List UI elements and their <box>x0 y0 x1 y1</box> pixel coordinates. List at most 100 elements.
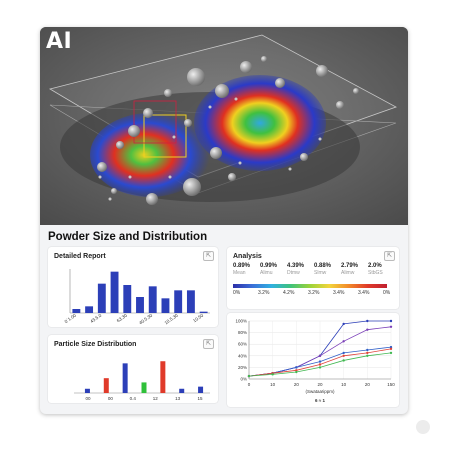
particle-size-title: Particle Size Distribution <box>54 341 137 348</box>
x-axis-label: (Swataa!ippm) <box>305 389 335 394</box>
x-tick-label: 10 <box>341 382 347 387</box>
data-point <box>342 359 345 362</box>
stat-value: 4.39% <box>287 263 305 269</box>
bar <box>199 311 208 313</box>
y-tick-label: 0% <box>240 377 247 382</box>
y-tick-label: 80% <box>238 330 247 335</box>
expand-icon[interactable]: ⇱ <box>203 339 214 349</box>
stat-item: 2.79% Alimw <box>341 263 373 276</box>
data-point <box>366 354 369 357</box>
chart-footer: 6 ≈ 1 <box>315 398 325 403</box>
bar <box>110 271 119 313</box>
stat-label: Alimw <box>341 270 355 276</box>
stat-item: 0.99% Alimu <box>260 263 292 276</box>
x-tick-label: 20 <box>317 382 323 387</box>
stat-label: Dtmw <box>287 270 300 276</box>
scale-label: 3.2% <box>258 290 270 296</box>
x-tick-label: 20 <box>365 382 371 387</box>
x-tick-label: 0`1.00 <box>64 312 78 324</box>
data-point <box>247 374 251 378</box>
data-point <box>342 354 345 357</box>
bar <box>122 363 128 393</box>
color-scale-bar <box>233 284 387 288</box>
data-point <box>389 319 393 323</box>
stat-item: 0.89% Mean <box>233 263 265 276</box>
data-point <box>318 354 322 357</box>
data-point <box>342 351 345 355</box>
dashboard-card: AI Powder Size and Distribution Detailed… <box>40 27 408 414</box>
scale-label: 0% <box>233 290 241 296</box>
bar <box>123 285 132 313</box>
y-tick-label: 100% <box>235 319 247 324</box>
y-tick-label: 20% <box>238 365 247 370</box>
scale-label: 3.2% <box>308 290 320 296</box>
hero-image: AI <box>40 27 408 225</box>
stat-value: 0.89% <box>233 263 251 269</box>
stat-label: Alimu <box>260 270 273 276</box>
data-point <box>366 351 369 355</box>
analysis-panel: Analysis ⇱ 0.89% Mean 0.99% Alimu 4.39% Dtmw 0… <box>227 247 399 309</box>
scale-label: 4.2% <box>283 290 295 296</box>
bar <box>72 309 81 313</box>
data-point <box>342 340 345 343</box>
scale-label: 3.4% <box>333 290 345 296</box>
powder-visualization <box>40 27 408 225</box>
x-tick-label: 10.50 <box>192 312 204 323</box>
bar <box>174 290 183 313</box>
y-tick-label: 40% <box>238 353 247 358</box>
data-point <box>389 351 393 355</box>
logo-text: AI <box>46 29 73 54</box>
stat-value: 0.99% <box>260 263 278 269</box>
data-point <box>295 369 298 372</box>
x-tick-label: 0 <box>248 382 251 387</box>
x-tick-label: 00 <box>108 396 114 401</box>
x-tick-label: 12 <box>153 396 159 401</box>
scale-label: 0% <box>383 290 391 296</box>
bar <box>186 290 195 313</box>
bar <box>103 378 109 393</box>
expand-icon[interactable]: ⇱ <box>203 251 214 261</box>
bar <box>148 286 157 313</box>
stat-value: 2.79% <box>341 263 359 269</box>
data-point <box>295 366 298 369</box>
cumulative-panel: 100% 80% 60% 40% 20% 0% 0 10 20 20 10 20 150 (Swataa!… <box>227 313 399 407</box>
data-point <box>342 322 345 326</box>
detailed-report-title: Detailed Report <box>54 253 106 260</box>
data-point <box>271 373 274 376</box>
bar <box>97 283 106 313</box>
bar <box>84 388 90 393</box>
detailed-report-chart: 0`1.00 43.5.0 63.30 40.5.30 10.5.30 10.50 <box>64 269 210 325</box>
scale-label: 3.4% <box>358 290 370 296</box>
data-point <box>366 328 369 331</box>
stat-item: 2.0% StbGS <box>368 263 400 276</box>
x-tick-label: 40.5.30 <box>138 312 154 325</box>
analysis-title: Analysis <box>233 253 262 260</box>
detailed-report-panel: Detailed Report ⇱ 0`1.00 43.5.0 63.30 40.5.… <box>48 247 218 327</box>
bar <box>136 297 144 313</box>
expand-icon[interactable]: ⇱ <box>384 251 395 261</box>
bar <box>179 388 185 393</box>
stat-item: 4.39% Dtmw <box>287 263 319 276</box>
bar <box>161 298 170 313</box>
x-tick-label: 150 <box>387 382 395 387</box>
x-tick-label: 15 <box>197 396 203 401</box>
stat-item: 0.88% Slmw <box>314 263 346 276</box>
x-tick-label: 63.30 <box>116 312 128 323</box>
stat-label: Slmw <box>314 270 327 276</box>
x-tick-label: 43.5.0 <box>89 312 103 324</box>
page-title: Powder Size and Distribution <box>48 231 208 243</box>
stat-label: StbGS <box>368 270 383 276</box>
data-point <box>389 345 393 349</box>
watermark-badge <box>416 420 430 434</box>
data-point <box>366 319 369 323</box>
x-tick-label: 10 <box>270 382 276 387</box>
particle-size-chart: 00 00 0.4 12 13 15 <box>74 361 210 401</box>
data-point <box>295 370 298 374</box>
cumulative-chart: 100% 80% 60% 40% 20% 0%0 10 20 20 10 20 150 (Swataa!… <box>235 319 395 404</box>
stat-value: 0.88% <box>314 263 332 269</box>
data-point <box>318 360 322 363</box>
bar <box>160 361 166 393</box>
stat-label: Mean <box>233 270 246 276</box>
stat-value: 2.0% <box>368 263 382 269</box>
data-point <box>318 363 322 366</box>
